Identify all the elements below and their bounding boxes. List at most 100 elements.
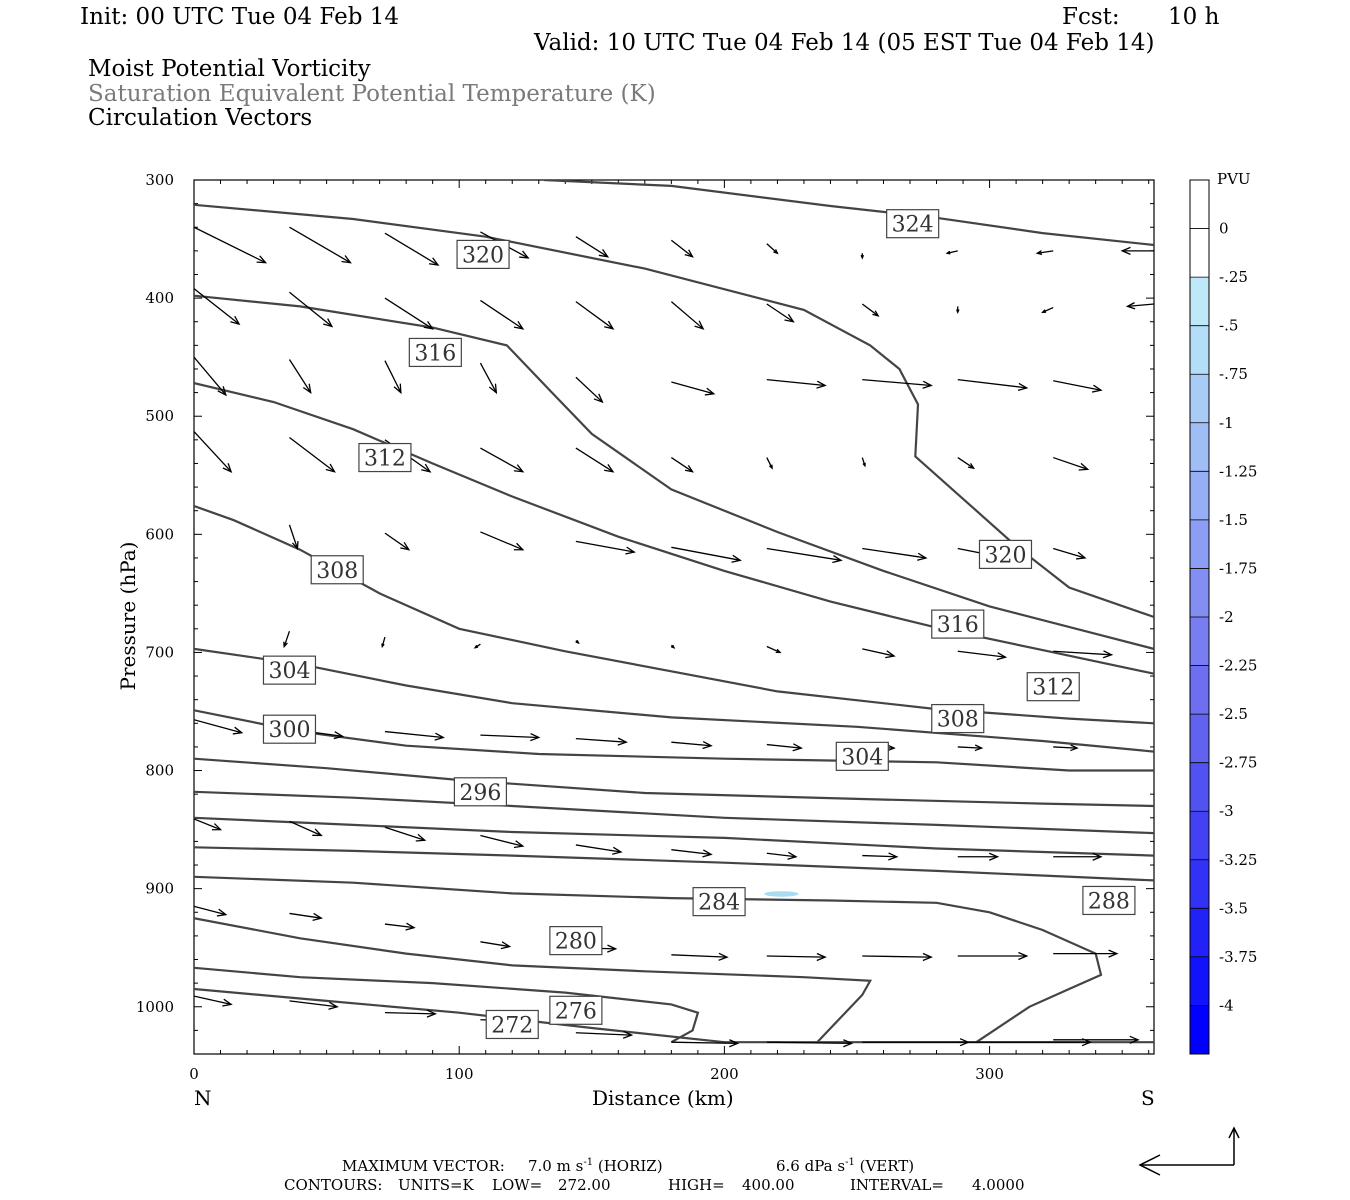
vector-head: [694, 320, 705, 330]
vector-head: [1092, 852, 1103, 861]
colorbar-label: -2.75: [1219, 754, 1257, 772]
plot-frame: [193, 179, 1155, 1055]
vector-head: [773, 249, 779, 255]
south-end-label: S: [1141, 1086, 1155, 1110]
circulation-vector: [766, 303, 794, 323]
vector-head: [341, 255, 352, 264]
circulation-vector: [289, 912, 322, 919]
vector-head: [816, 380, 827, 389]
contour-label-box: [1026, 672, 1080, 702]
colorbar-unit: PVU: [1217, 170, 1251, 188]
contour-label-box: [1082, 885, 1136, 916]
contour-label-box: [886, 209, 940, 239]
colorbar-label: -1.75: [1219, 559, 1257, 577]
vector-head: [421, 463, 432, 473]
vector-head: [575, 639, 580, 645]
circulation-vector: [1042, 306, 1054, 313]
max-horiz-value: 7.0 m s-1 (HORIZ): [528, 1157, 663, 1175]
contours-label: CONTOURS:: [284, 1176, 383, 1194]
y-tick-label: 900: [145, 880, 174, 898]
vector-head: [702, 740, 713, 750]
circulation-vector: [289, 436, 335, 473]
contour-label-box: [485, 1009, 539, 1040]
vector-head: [1102, 650, 1114, 659]
vector-head: [684, 464, 694, 473]
contour-276: [194, 966, 700, 1044]
circulation-vector: [384, 297, 434, 330]
colorbar-label: -.5: [1219, 317, 1238, 335]
circulation-vector: [862, 547, 927, 559]
contour-label-box: [262, 714, 317, 744]
colorbar-segment: [1190, 762, 1209, 812]
vector-head: [888, 852, 899, 861]
vector-head: [718, 952, 729, 961]
colorbar-segment: [1190, 277, 1209, 327]
contour-288: [194, 846, 1154, 882]
colorbar-segment: [1190, 665, 1209, 715]
y-tick-label: 800: [145, 762, 174, 780]
vector-head: [860, 254, 865, 260]
contour-label: 276: [555, 999, 597, 1024]
vector-head: [217, 386, 227, 397]
vector-head: [832, 554, 843, 564]
y-tick-label: 600: [145, 525, 174, 543]
contour-label: 304: [268, 659, 310, 684]
contour-label: 304: [841, 745, 883, 770]
reference-vector-icon: [1138, 1126, 1240, 1176]
circulation-vector: [575, 236, 609, 258]
circulation-vector: [480, 447, 524, 473]
circulation-vector: [283, 630, 291, 647]
colorbar-segment: [1190, 956, 1209, 1006]
circulation-vector: [289, 1000, 338, 1008]
vector-head: [945, 250, 951, 255]
circulation-vector: [480, 299, 524, 330]
contour-label: 288: [1088, 889, 1130, 914]
vector-head: [513, 464, 525, 473]
contour-296: [194, 757, 1154, 808]
contour-308: [194, 504, 1154, 725]
vector-head: [211, 823, 223, 831]
field-title-mpv: Moist Potential Vorticity: [88, 56, 371, 82]
circulation-vector: [766, 378, 826, 387]
circulation-vector: [384, 232, 439, 266]
x-tick-label: 300: [975, 1065, 1004, 1083]
circulation-vector: [766, 1041, 852, 1045]
colorbar-label: 0: [1219, 220, 1229, 238]
y-tick-label: 1000: [136, 998, 174, 1016]
contour-label: 320: [984, 543, 1026, 568]
colorbar-label: -1.25: [1219, 462, 1257, 480]
circulation-vector: [479, 362, 497, 393]
vector-head: [604, 463, 615, 473]
vector-head: [917, 552, 928, 561]
vector-head: [415, 833, 427, 842]
contour-312: [194, 382, 1154, 675]
x-tick-label: 200: [710, 1065, 739, 1083]
vector-head: [816, 952, 827, 962]
y-tick-label: 700: [145, 643, 174, 661]
circulation-vector: [194, 995, 232, 1006]
field-title-vectors: Circulation Vectors: [88, 105, 313, 131]
contours-units: UNITS=K: [398, 1176, 474, 1194]
vector-head: [872, 310, 880, 317]
circulation-vector: [957, 378, 1027, 389]
circulation-vector: [194, 356, 227, 396]
colorbar-segment: [1190, 568, 1209, 618]
circulation-vector: [862, 648, 895, 657]
vector-head: [885, 650, 896, 659]
vector-head: [988, 852, 1000, 861]
circulation-vector: [671, 741, 712, 747]
vector-head: [593, 393, 604, 404]
valid-time: Valid: 10 UTC Tue 04 Feb 14 (05 EST Tue …: [534, 30, 1155, 56]
circulation-vector: [766, 852, 797, 858]
field-title-theta-es: Saturation Equivalent Potential Temperat…: [88, 81, 656, 107]
contour-label-box: [692, 887, 746, 917]
pvu-colorbar: 0 -.25 -.5 -.75 -1 -1.25 -1.5 -1.75 -2 -2.25 -2.5 -…: [1189, 179, 1257, 1055]
mpv-patch: [764, 891, 799, 897]
vector-head: [400, 541, 411, 551]
x-tick-label: 0: [189, 1065, 199, 1083]
vector-head: [519, 250, 530, 259]
colorbar-label: -3.5: [1219, 899, 1248, 917]
contour-label: 308: [937, 708, 979, 733]
vector-head: [843, 1039, 854, 1048]
